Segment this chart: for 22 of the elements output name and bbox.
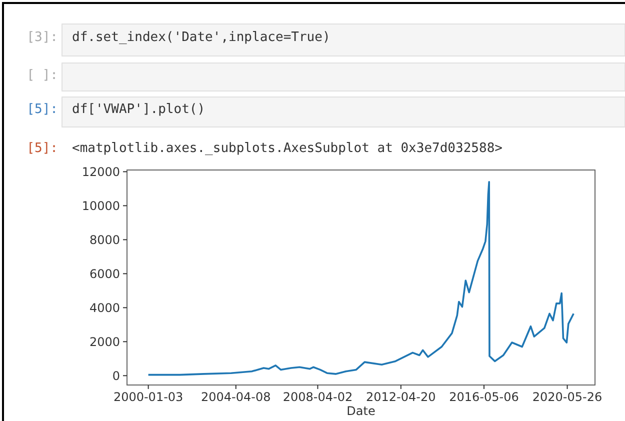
text: [ ]: [26,68,58,83]
y-tick-label: 6000 [89,266,120,281]
text: <matplotlib.axes._subplots.AxesSubplot at 0x3e7d032588> [72,141,503,156]
y-tick-label: 10000 [82,198,120,213]
y-tick-label: 12000 [82,164,120,179]
x-tick-label: 2020-05-26 [532,390,602,404]
y-tick-label: 8000 [89,232,120,247]
text: [5]: [26,102,58,117]
y-tick-label: 0 [112,368,120,383]
y-tick-label: 4000 [89,300,120,315]
text: [5]: [26,141,58,156]
line-series [147,180,574,376]
x-tick-label: 2012-04-20 [366,390,436,404]
text: [3]: [26,30,58,45]
x-tick-label: 2000-01-03 [113,390,184,404]
x-tick-label: 2016-05-06 [449,390,519,404]
x-axis-title: Date [346,404,376,418]
x-tick-label: 2008-04-02 [282,390,353,404]
y-tick-label: 2000 [89,334,120,349]
x-tick-label: 2004-04-08 [201,390,271,404]
text: df.set_index('Date',inplace=True) [72,30,330,45]
text: df['VWAP'].plot() [72,102,206,117]
